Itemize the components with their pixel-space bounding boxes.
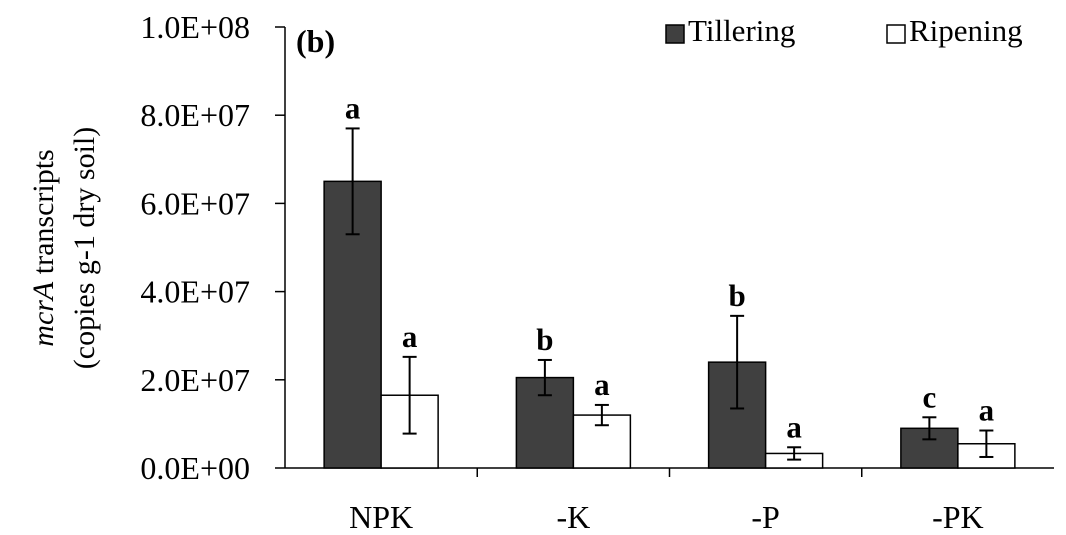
significance-letter: b (536, 322, 553, 357)
significance-letter: c (922, 379, 936, 414)
significance-letters-group: a a b a b a c a (345, 90, 995, 444)
legend-swatch-ripening (886, 24, 906, 44)
legend-label-tillering: Tillering (688, 13, 795, 48)
y-tick-label: 2.0E+07 (140, 362, 250, 398)
y-tick-label: 0.0E+00 (140, 450, 250, 486)
y-tick-label: 4.0E+07 (140, 274, 250, 310)
category-labels-group: NPK -K -P -PK (349, 499, 984, 535)
significance-letter: b (729, 278, 746, 313)
legend-label-ripening: Ripening (909, 13, 1023, 48)
significance-letter: a (979, 393, 995, 428)
y-tick-labels-group: 0.0E+00 2.0E+07 4.0E+07 6.0E+07 8.0E+07 1.0E+… (140, 9, 250, 486)
y-axis-title-rest: transcripts (27, 149, 60, 281)
x-category-label: -PK (932, 499, 984, 535)
y-axis-gene-name: mcrA (27, 281, 60, 347)
significance-letter: a (345, 90, 361, 125)
x-category-label: -P (751, 499, 779, 535)
y-axis-title-line1: mcrA transcripts (27, 149, 60, 346)
error-bars-group (345, 127, 994, 461)
bars-group (323, 180, 1016, 469)
y-tick-label: 1.0E+08 (140, 9, 250, 45)
significance-letter: a (402, 319, 418, 354)
y-tick-label: 8.0E+07 (140, 97, 250, 133)
y-tick-label: 6.0E+07 (140, 185, 250, 221)
significance-letter: a (786, 409, 802, 444)
legend: Tillering Ripening (665, 13, 1023, 48)
x-category-label: -K (556, 499, 590, 535)
y-axis-title: mcrA transcripts (copies g-1 dry soil) (27, 127, 101, 369)
legend-swatch-tillering (665, 24, 685, 44)
panel-label: (b) (296, 23, 335, 59)
y-axis-title-line2: (copies g-1 dry soil) (68, 127, 101, 369)
significance-letter: a (594, 367, 610, 402)
x-category-label: NPK (349, 499, 413, 535)
